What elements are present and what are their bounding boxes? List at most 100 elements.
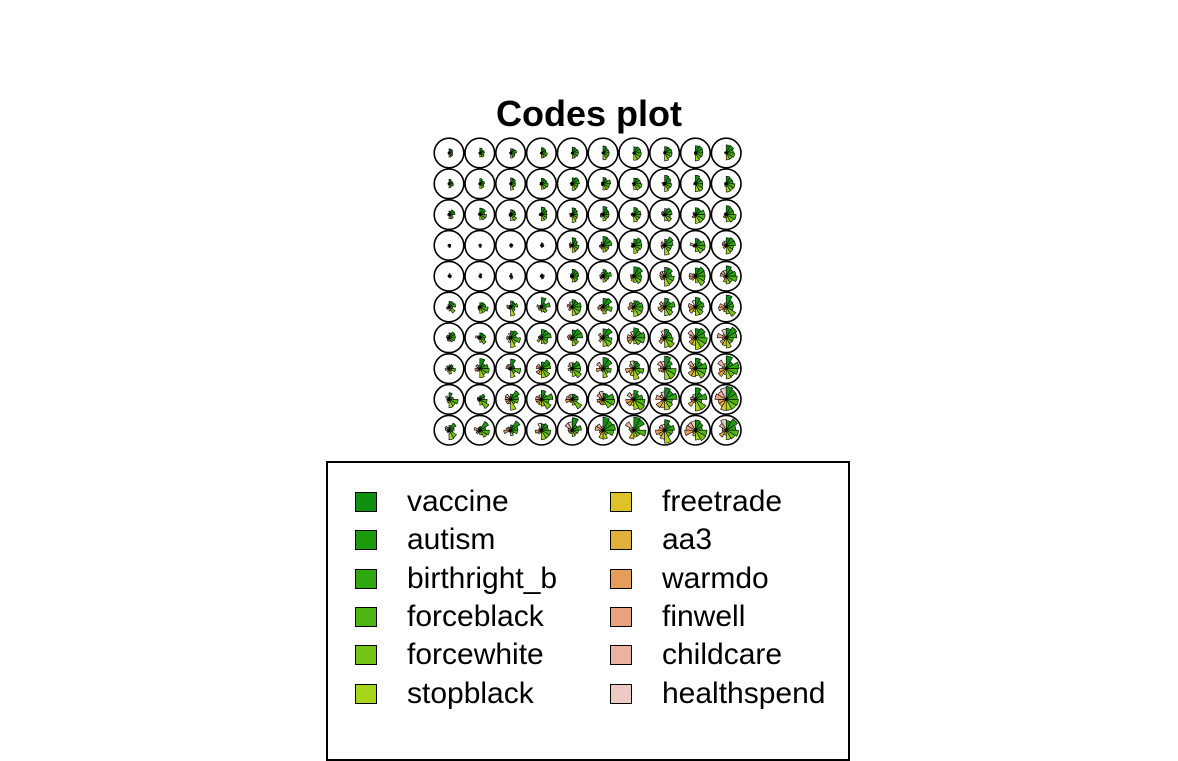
fan-segment	[718, 306, 728, 312]
som-unit	[618, 137, 650, 169]
fan-segment	[448, 244, 450, 247]
fan-segment	[663, 210, 673, 215]
fan-segment	[447, 366, 450, 370]
fan-segment	[571, 306, 581, 316]
fan-segment	[658, 424, 666, 432]
som-unit	[495, 199, 527, 231]
som-unit	[556, 229, 588, 261]
fan-segment	[632, 273, 635, 278]
legend-swatch	[355, 530, 377, 551]
fan-segment	[694, 275, 706, 287]
fan-segment	[602, 359, 613, 370]
fan-segment	[475, 429, 481, 435]
fan-segment	[448, 336, 452, 342]
fan-segment	[694, 181, 696, 185]
fan-segment	[602, 305, 607, 315]
fan-segment	[571, 151, 576, 159]
fan-segment	[694, 145, 703, 154]
som-unit	[648, 229, 681, 261]
fan-segment	[540, 336, 549, 345]
som-unit	[495, 383, 527, 416]
fan-segment	[571, 151, 573, 155]
fan-segment	[632, 267, 643, 278]
legend-item: freetrade	[610, 483, 825, 521]
legend-item: aa3	[610, 521, 825, 559]
fan-segment	[630, 331, 635, 339]
fan-segment	[540, 274, 542, 278]
fan-segment	[602, 429, 608, 440]
som-unit	[495, 414, 527, 446]
fan-segment	[631, 426, 635, 432]
fan-segment	[658, 301, 666, 308]
som-unit	[433, 260, 465, 292]
som-unit	[679, 260, 712, 292]
fan-segment	[664, 213, 669, 222]
som-unit	[464, 168, 496, 200]
fan-segment	[632, 151, 635, 155]
fan-segment	[479, 182, 483, 189]
legend-item: vaccine	[355, 483, 557, 521]
fan-segment	[478, 393, 486, 401]
fan-segment	[447, 304, 450, 309]
fan-segment	[694, 398, 707, 411]
fan-segment	[658, 368, 666, 373]
fan-segment	[725, 429, 732, 441]
fan-segment	[720, 418, 727, 432]
fan-segment	[663, 424, 675, 431]
fan-segment	[694, 212, 696, 216]
fan-segment	[447, 303, 457, 308]
fan-segment	[540, 208, 548, 216]
fan-segment	[723, 240, 727, 247]
legend-item: stopblack	[355, 674, 557, 712]
fan-segment	[663, 213, 672, 222]
som-unit	[556, 414, 588, 446]
fan-segment	[656, 360, 666, 370]
som-unit	[679, 322, 712, 354]
fan-segment	[536, 363, 543, 370]
som-unit	[464, 260, 496, 292]
som-unit	[618, 168, 650, 200]
fan-segment	[540, 306, 548, 314]
fan-segment	[633, 213, 638, 223]
fan-segment	[625, 399, 635, 404]
fan-segment	[540, 398, 552, 410]
fan-segment	[477, 426, 481, 432]
legend-swatch	[610, 645, 632, 666]
fan-segment	[695, 151, 700, 162]
fan-segment	[690, 420, 696, 432]
fan-segment	[602, 151, 607, 161]
som-unit	[495, 229, 527, 261]
fan-segment	[659, 337, 666, 341]
fan-segment	[479, 367, 485, 379]
fan-segment	[695, 429, 701, 441]
fan-segment	[601, 334, 604, 339]
fan-segment	[687, 367, 697, 377]
fan-segment	[663, 236, 674, 247]
som-unit	[495, 291, 527, 323]
som-unit	[525, 229, 558, 261]
fan-segment	[540, 367, 551, 378]
fan-segment	[695, 398, 702, 412]
fan-segment	[663, 392, 678, 400]
som-unit	[618, 199, 650, 231]
fan-segment	[725, 275, 731, 285]
fan-segment	[598, 245, 605, 248]
som-unit	[433, 168, 465, 200]
som-unit	[464, 322, 496, 354]
fan-segment	[598, 390, 604, 401]
fan-segment	[632, 275, 642, 284]
fan-segment	[687, 329, 697, 339]
fan-segment	[601, 423, 616, 431]
fan-segment	[662, 302, 665, 309]
fan-segment	[688, 306, 697, 314]
fan-segment	[509, 304, 511, 309]
fan-segment	[478, 274, 481, 278]
legend-item: healthspend	[610, 674, 825, 712]
fan-segment	[660, 245, 666, 248]
fan-segment	[571, 395, 579, 400]
fan-segment	[508, 426, 511, 432]
fan-segment	[510, 429, 514, 437]
fan-segment	[447, 334, 450, 339]
fan-segment	[660, 275, 666, 281]
som-unit	[587, 322, 619, 354]
